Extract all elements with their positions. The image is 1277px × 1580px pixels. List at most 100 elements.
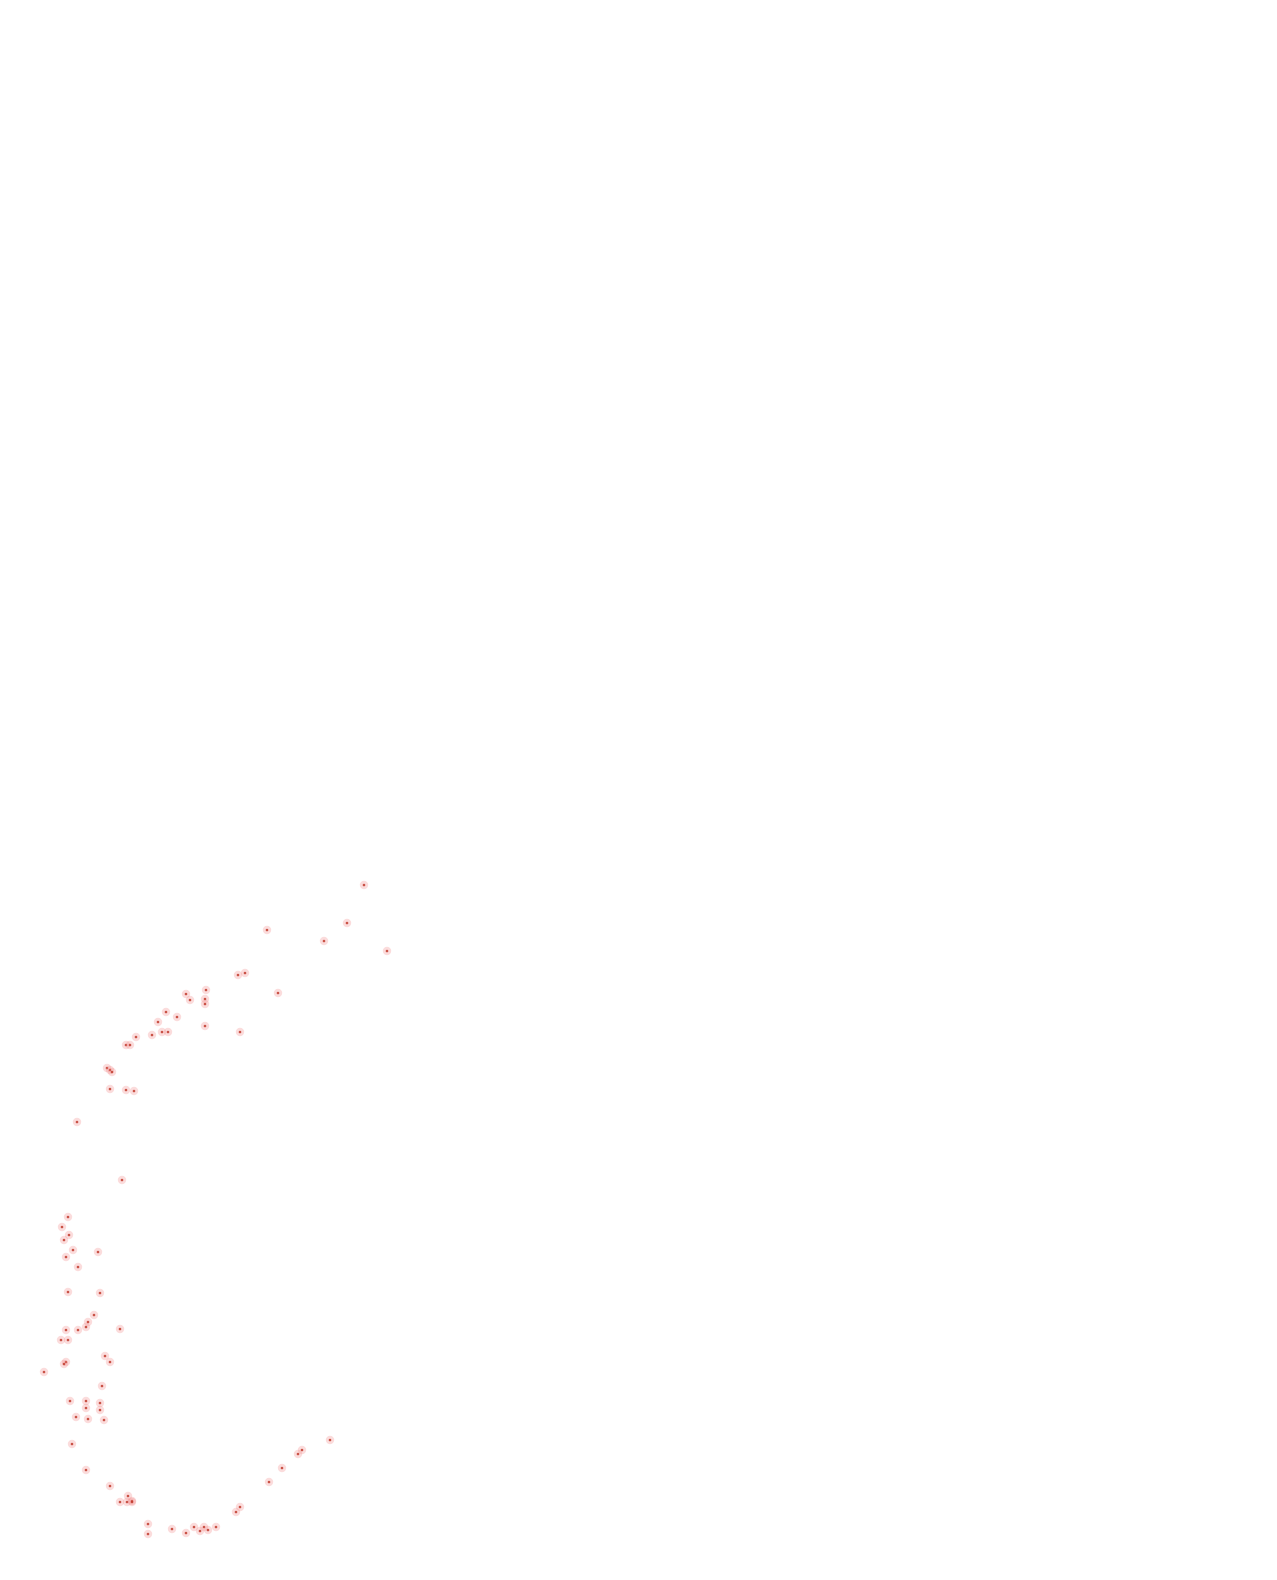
scatter-point (121, 1040, 131, 1050)
scatter-point (200, 994, 210, 1004)
scatter-point-core (202, 1525, 206, 1529)
data-points-layer (39, 880, 392, 1539)
scatter-point-core (105, 1066, 109, 1070)
scatter-point-core (164, 1010, 168, 1014)
scatter-point-core (267, 1480, 271, 1484)
scatter-point-core (118, 1327, 122, 1331)
scatter-point-core (280, 1466, 284, 1470)
scatter-point (189, 1522, 199, 1532)
scatter-point-core (146, 1522, 150, 1526)
scatter-point (359, 880, 369, 890)
scatter-point-core (198, 1529, 202, 1533)
scatter-point-core (100, 1384, 104, 1388)
scatter-point-core (345, 921, 349, 925)
scatter-point (123, 1491, 133, 1501)
scatter-point (81, 1403, 91, 1413)
scatter-point-core (86, 1417, 90, 1421)
scatter-point (81, 1396, 91, 1406)
scatter-point-core (150, 1033, 154, 1037)
scatter-point (117, 1175, 127, 1185)
scatter-point-core (66, 1338, 70, 1342)
scatter-point (200, 999, 210, 1009)
scatter-point (100, 1351, 110, 1361)
scatter-point-core (108, 1484, 112, 1488)
scatter-point-core (76, 1265, 80, 1269)
scatter-point (89, 1310, 99, 1320)
scatter-point-core (70, 1442, 74, 1446)
scatter-point-core (84, 1406, 88, 1410)
scatter-point (262, 925, 272, 935)
scatter-point-core (84, 1325, 88, 1329)
scatter-point (185, 995, 195, 1005)
scatter-point (65, 1396, 75, 1406)
scatter-point-core (108, 1087, 112, 1091)
scatter-point (163, 1027, 173, 1037)
scatter-point-core (300, 1448, 304, 1452)
scatter-point-core (98, 1401, 102, 1405)
scatter-point-core (322, 939, 326, 943)
scatter-point-core (192, 1525, 196, 1529)
scatter-point-core (328, 1438, 332, 1442)
scatter-point (39, 1367, 49, 1377)
scatter-point (81, 1465, 91, 1475)
scatter-point-core (156, 1020, 160, 1024)
scatter-point-core (62, 1238, 66, 1242)
scatter-point (105, 1357, 115, 1367)
scatter-point (59, 1235, 69, 1245)
scatter-point-core (203, 997, 207, 1001)
scatter-point (61, 1325, 71, 1335)
scatter-point (131, 1032, 141, 1042)
scatter-point (147, 1030, 157, 1040)
scatter-point-core (214, 1525, 218, 1529)
scatter-point-core (203, 1024, 207, 1028)
scatter-point (235, 1502, 245, 1512)
scatter-point-core (74, 1415, 78, 1419)
scatter-point-core (86, 1320, 90, 1324)
scatter-point-core (175, 1015, 179, 1019)
scatter-point-core (64, 1360, 68, 1364)
scatter-point (129, 1086, 139, 1096)
scatter-point (161, 1007, 171, 1017)
scatter-point (68, 1245, 78, 1255)
scatter-point (172, 1012, 182, 1022)
scatter-point-core (98, 1291, 102, 1295)
scatter-point (97, 1381, 107, 1391)
scatter-point (63, 1287, 73, 1297)
scatter-point-core (59, 1338, 63, 1342)
scatter-point-core (206, 1528, 210, 1532)
scatter-point-core (66, 1290, 70, 1294)
scatter-point-core (126, 1494, 130, 1498)
scatter-point (240, 968, 250, 978)
scatter-point-core (385, 949, 389, 953)
scatter-point-core (92, 1313, 96, 1317)
scatter-point (181, 1528, 191, 1538)
scatter-point (95, 1288, 105, 1298)
scatter-point (95, 1398, 105, 1408)
scatter-point (319, 936, 329, 946)
scatter-point (143, 1529, 153, 1539)
scatter-point (57, 1222, 67, 1232)
scatter-point (63, 1335, 73, 1345)
scatter-point-core (66, 1215, 70, 1219)
scatter-point (93, 1247, 103, 1257)
scatter-point (277, 1463, 287, 1473)
scatter-point (382, 946, 392, 956)
scatter-point-core (98, 1408, 102, 1412)
scatter-point (61, 1252, 71, 1262)
scatter-point-core (96, 1250, 100, 1254)
scatter-point (231, 1507, 241, 1517)
scatter-point-core (42, 1370, 46, 1374)
scatter-point (195, 1526, 205, 1536)
scatter-point (342, 918, 352, 928)
scatter-point-core (236, 973, 240, 977)
scatter-point (121, 1085, 131, 1095)
scatter-point (264, 1477, 274, 1487)
scatter-point (107, 1067, 117, 1077)
scatter-point-core (125, 1500, 129, 1504)
scatter-point (125, 1040, 135, 1050)
scatter-point (81, 1322, 91, 1332)
scatter-point-core (102, 1418, 106, 1422)
scatter-point (63, 1212, 73, 1222)
scatter-point-core (62, 1362, 66, 1366)
